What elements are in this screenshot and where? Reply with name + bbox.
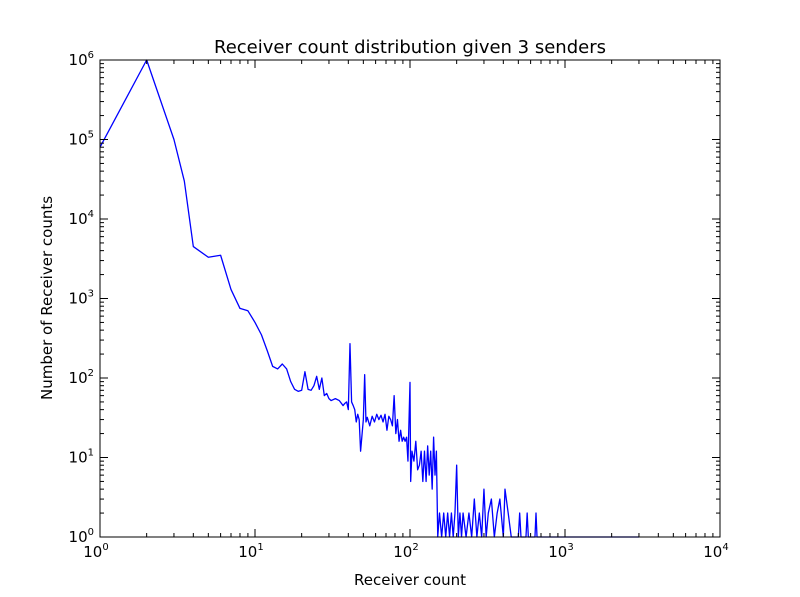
y-tick-label: 103 xyxy=(69,289,94,308)
chart-title: Receiver count distribution given 3 send… xyxy=(214,37,606,58)
y-tick-label: 100 xyxy=(69,527,94,546)
series-line-0 xyxy=(99,59,639,538)
y-tick-label: 104 xyxy=(69,209,94,228)
x-tick-label: 102 xyxy=(393,542,418,561)
y-tick-label: 105 xyxy=(69,130,94,149)
y-tick-label: 102 xyxy=(69,368,94,387)
x-tick-label: 103 xyxy=(548,542,573,561)
data-layer xyxy=(99,59,639,538)
x-tick-label: 100 xyxy=(83,542,108,561)
y-tick-label: 101 xyxy=(69,448,94,467)
x-tick-label: 101 xyxy=(238,542,263,561)
y-axis-label: Number of Receiver counts xyxy=(38,196,56,400)
x-axis-label: Receiver count xyxy=(354,571,466,589)
ticks-layer: 100 101 102 103 104 100 101 102 103 104 105 106 xyxy=(69,50,729,561)
y-tick-label: 106 xyxy=(69,50,94,69)
x-tick-label: 104 xyxy=(703,542,728,561)
